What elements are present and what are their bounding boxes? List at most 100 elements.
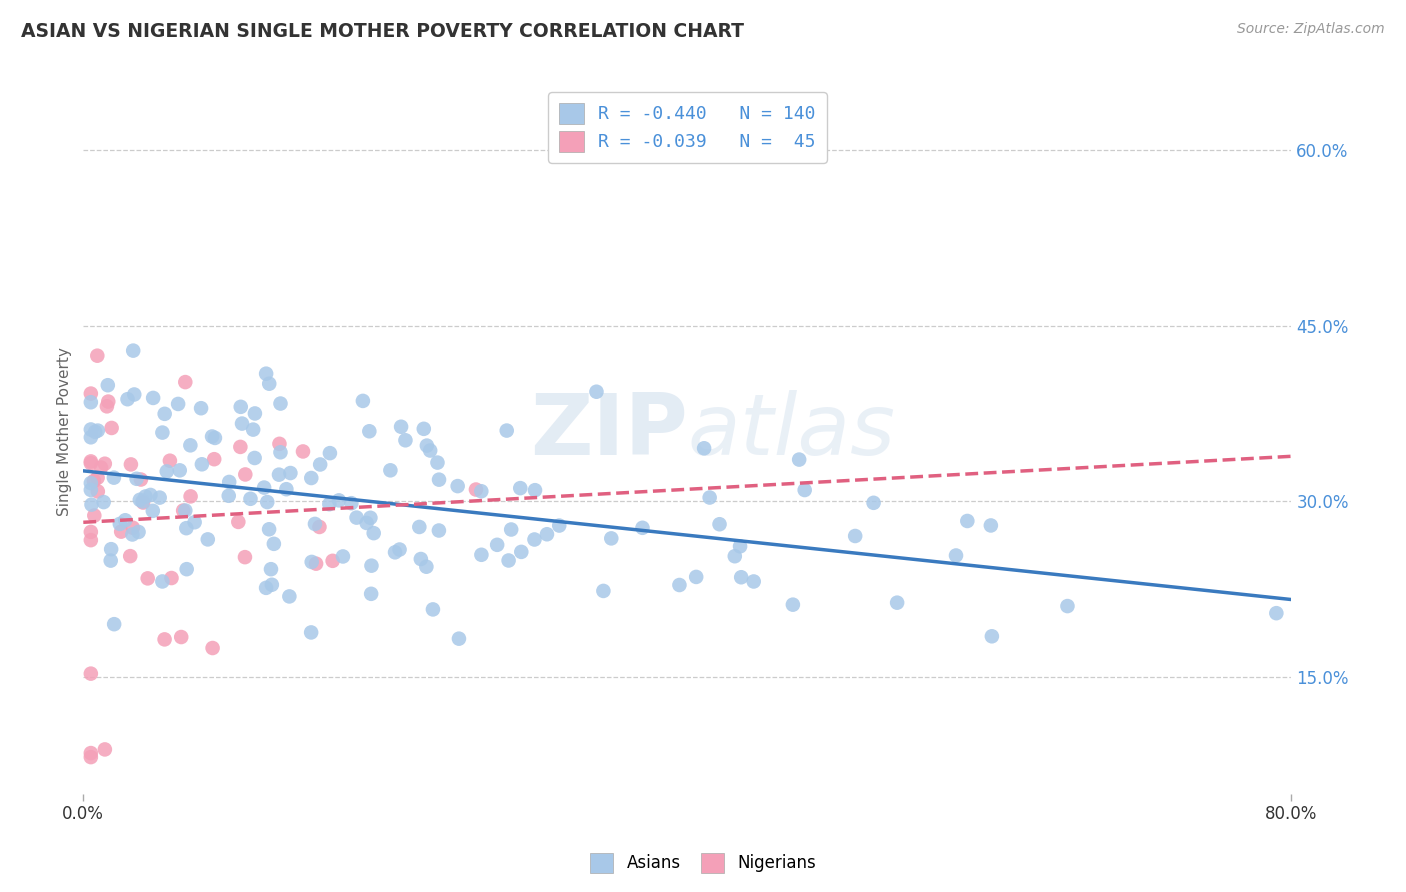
Asians: [427, 473, 450, 487]
Asians: [536, 527, 558, 541]
Asians: [125, 472, 148, 486]
Asians: [128, 492, 150, 507]
Asians: [956, 514, 979, 528]
Asians: [80, 422, 103, 436]
Asians: [359, 424, 381, 438]
Asians: [114, 513, 136, 527]
Nigerians: [120, 549, 142, 563]
Asians: [260, 562, 283, 576]
Asians: [742, 574, 765, 589]
Asians: [267, 467, 290, 482]
Asians: [844, 529, 866, 543]
Asians: [80, 395, 103, 409]
Nigerians: [80, 386, 103, 401]
Asians: [218, 475, 240, 489]
Legend: R = -0.440   N = 140, R = -0.039   N =  45: R = -0.440 N = 140, R = -0.039 N = 45: [548, 92, 827, 162]
Asians: [360, 558, 382, 573]
Asians: [122, 387, 145, 401]
Nigerians: [80, 454, 103, 468]
Nigerians: [159, 453, 181, 467]
Nigerians: [80, 533, 103, 548]
Asians: [363, 526, 385, 541]
Nigerians: [174, 375, 197, 389]
Asians: [80, 476, 103, 491]
Asians: [356, 516, 378, 530]
Asians: [495, 424, 517, 438]
Asians: [548, 518, 571, 533]
Asians: [360, 587, 382, 601]
Asians: [509, 481, 531, 495]
Asians: [242, 423, 264, 437]
Legend: Asians, Nigerians: Asians, Nigerians: [583, 847, 823, 880]
Asians: [153, 407, 176, 421]
Asians: [886, 596, 908, 610]
Asians: [179, 438, 201, 452]
Asians: [156, 464, 179, 478]
Nigerians: [80, 746, 103, 760]
Asians: [415, 559, 437, 574]
Asians: [412, 422, 434, 436]
Asians: [117, 392, 139, 407]
Asians: [254, 367, 277, 381]
Asians: [243, 450, 266, 465]
Asians: [1056, 599, 1078, 613]
Asians: [204, 431, 226, 445]
Asians: [419, 443, 441, 458]
Nigerians: [80, 456, 103, 470]
Asians: [93, 495, 115, 509]
Asians: [152, 425, 174, 440]
Asians: [183, 515, 205, 529]
Nigerians: [110, 524, 132, 539]
Asians: [980, 629, 1002, 643]
Asians: [980, 518, 1002, 533]
Asians: [498, 553, 520, 567]
Asians: [728, 539, 751, 553]
Asians: [254, 581, 277, 595]
Nigerians: [94, 742, 117, 756]
Asians: [121, 527, 143, 541]
Asians: [388, 542, 411, 557]
Asians: [122, 343, 145, 358]
Nigerians: [229, 440, 252, 454]
Nigerians: [291, 444, 314, 458]
Asians: [218, 489, 240, 503]
Nigerians: [100, 421, 122, 435]
Asians: [600, 532, 623, 546]
Asians: [340, 496, 363, 510]
Nigerians: [86, 349, 108, 363]
Asians: [229, 400, 252, 414]
Asians: [394, 434, 416, 448]
Asians: [524, 483, 547, 498]
Asians: [191, 458, 214, 472]
Asians: [278, 590, 301, 604]
Nigerians: [322, 554, 344, 568]
Nigerians: [86, 471, 108, 485]
Asians: [631, 521, 654, 535]
Asians: [709, 517, 731, 532]
Nigerians: [96, 400, 118, 414]
Asians: [201, 429, 224, 443]
Asians: [359, 510, 381, 524]
Asians: [139, 488, 162, 502]
Asians: [447, 632, 470, 646]
Asians: [256, 495, 278, 509]
Text: ZIP: ZIP: [530, 390, 688, 473]
Asians: [380, 463, 402, 477]
Asians: [730, 570, 752, 584]
Nigerians: [153, 632, 176, 647]
Nigerians: [121, 521, 143, 535]
Asians: [142, 391, 165, 405]
Asians: [169, 463, 191, 477]
Asians: [416, 439, 439, 453]
Nigerians: [94, 457, 117, 471]
Asians: [260, 578, 283, 592]
Asians: [243, 407, 266, 421]
Asians: [304, 516, 326, 531]
Asians: [523, 533, 546, 547]
Asians: [257, 376, 280, 391]
Asians: [197, 533, 219, 547]
Asians: [174, 503, 197, 517]
Nigerians: [120, 458, 142, 472]
Nigerians: [308, 520, 330, 534]
Text: Source: ZipAtlas.com: Source: ZipAtlas.com: [1237, 22, 1385, 37]
